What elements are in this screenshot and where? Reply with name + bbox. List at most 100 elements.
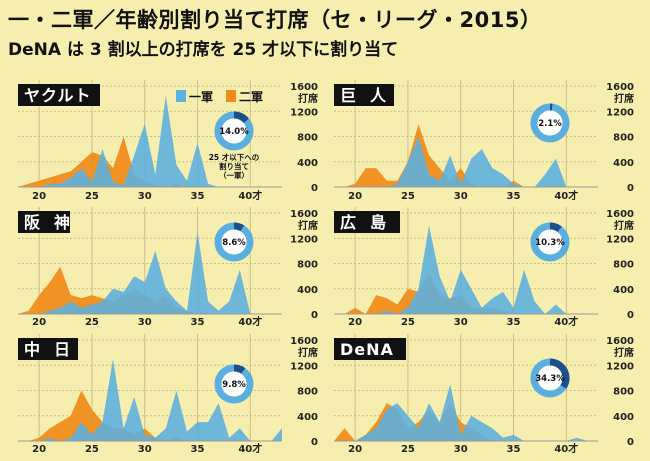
y-tick-label: 400 — [297, 412, 318, 423]
series-second-area — [18, 266, 282, 314]
y-tick-label: 800 — [297, 133, 318, 144]
y-axis-label: 打席 — [614, 346, 634, 359]
y-tick-label: 0 — [311, 437, 318, 448]
donut-share-arc — [530, 222, 570, 262]
donut-share-arc — [214, 364, 254, 404]
page-title: 一・二軍／年齢別割り当て打席（セ・リーグ・2015） — [8, 8, 542, 32]
y-tick-label: 800 — [297, 387, 318, 398]
x-tick-label: 20 — [32, 317, 46, 328]
team-label-box — [334, 211, 400, 233]
y-tick-label: 0 — [627, 310, 634, 321]
x-tick-label: 30 — [454, 317, 468, 328]
series-first-area — [334, 136, 598, 187]
x-tick-label: 20 — [32, 444, 46, 455]
series-first-area — [334, 225, 598, 314]
y-tick-label: 400 — [613, 285, 634, 296]
legend-second-label: 二軍 — [239, 90, 263, 104]
y-tick-label: 1600 — [606, 336, 634, 347]
team-label-box — [334, 338, 406, 360]
x-tick-label: 35 — [507, 191, 521, 202]
x-tick-label: 35 — [191, 444, 205, 455]
y-tick-label: 1200 — [606, 361, 634, 372]
team-label-box — [18, 84, 100, 106]
team-label: 阪神 — [24, 213, 84, 232]
y-tick-label: 1200 — [290, 361, 318, 372]
y-tick-label: 0 — [311, 310, 318, 321]
y-axis-label: 打席 — [298, 92, 318, 105]
team-label-box — [18, 338, 78, 360]
donut-percent-label: 14.0% — [219, 127, 249, 137]
x-tick-label: 30 — [454, 444, 468, 455]
donut-percent-label: 9.8% — [222, 380, 246, 390]
donut-share-arc — [214, 222, 254, 262]
y-tick-label: 0 — [627, 183, 634, 194]
x-tick-label: 30 — [138, 317, 152, 328]
x-tick-label: 30 — [454, 191, 468, 202]
legend-first-label: 一軍 — [189, 90, 213, 104]
y-tick-label: 400 — [297, 285, 318, 296]
x-tick-label: 25 — [85, 191, 99, 202]
y-tick-label: 1200 — [290, 107, 318, 118]
y-tick-label: 1200 — [606, 107, 634, 118]
y-tick-label: 1600 — [290, 336, 318, 347]
y-axis-label: 打席 — [614, 219, 634, 232]
y-tick-label: 800 — [613, 133, 634, 144]
donut-percent-label: 8.6% — [222, 238, 246, 248]
team-label: DeNA — [340, 340, 394, 359]
donut-percent-label: 2.1% — [538, 119, 562, 129]
series-first-area — [18, 95, 282, 187]
x-tick-label: 40才 — [554, 315, 578, 328]
x-tick-label: 20 — [348, 191, 362, 202]
x-tick-label: 25 — [401, 444, 415, 455]
team-label: ヤクルト — [24, 86, 92, 105]
y-axis-label: 打席 — [298, 346, 318, 359]
donut-center — [537, 229, 563, 255]
x-tick-label: 35 — [191, 191, 205, 202]
team-label: 広島 — [340, 213, 400, 232]
y-tick-label: 0 — [311, 183, 318, 194]
y-tick-label: 800 — [297, 260, 318, 271]
donut-percent-label: 34.3% — [535, 374, 565, 384]
donut-center — [537, 110, 563, 136]
series-second-area — [334, 273, 598, 314]
y-tick-label: 400 — [613, 412, 634, 423]
series-first-area — [18, 231, 282, 314]
x-tick-label: 20 — [348, 317, 362, 328]
series-second-area — [334, 123, 598, 187]
y-tick-label: 1200 — [606, 234, 634, 245]
y-axis-label: 打席 — [614, 92, 634, 105]
legend-second-swatch — [226, 90, 236, 102]
page-subtitle: DeNA は 3 割以上の打席を 25 才以下に割り当て — [8, 40, 399, 60]
donut-center — [221, 118, 247, 144]
x-tick-label: 30 — [138, 191, 152, 202]
y-tick-label: 1200 — [290, 234, 318, 245]
y-tick-label: 1600 — [606, 82, 634, 93]
y-tick-label: 1600 — [290, 209, 318, 220]
x-tick-label: 40才 — [554, 442, 578, 455]
team-label-box — [18, 211, 70, 233]
y-tick-label: 400 — [297, 158, 318, 169]
donut-percent-label: 10.3% — [535, 238, 565, 248]
y-tick-label: 800 — [613, 260, 634, 271]
x-tick-label: 25 — [85, 444, 99, 455]
donut-center — [221, 229, 247, 255]
x-tick-label: 40才 — [238, 442, 262, 455]
donut-note-line: 25 才以下への — [209, 152, 260, 162]
team-label: 中日 — [24, 340, 84, 359]
x-tick-label: 40才 — [238, 189, 262, 202]
x-tick-label: 35 — [507, 444, 521, 455]
x-tick-label: 20 — [32, 191, 46, 202]
series-first-area — [334, 384, 598, 441]
donut-note-line: （一軍） — [219, 170, 249, 180]
x-tick-label: 25 — [401, 191, 415, 202]
series-first-area — [18, 358, 282, 441]
x-tick-label: 25 — [85, 317, 99, 328]
y-tick-label: 1600 — [606, 209, 634, 220]
donut-note-line: 割り当て — [219, 161, 249, 171]
